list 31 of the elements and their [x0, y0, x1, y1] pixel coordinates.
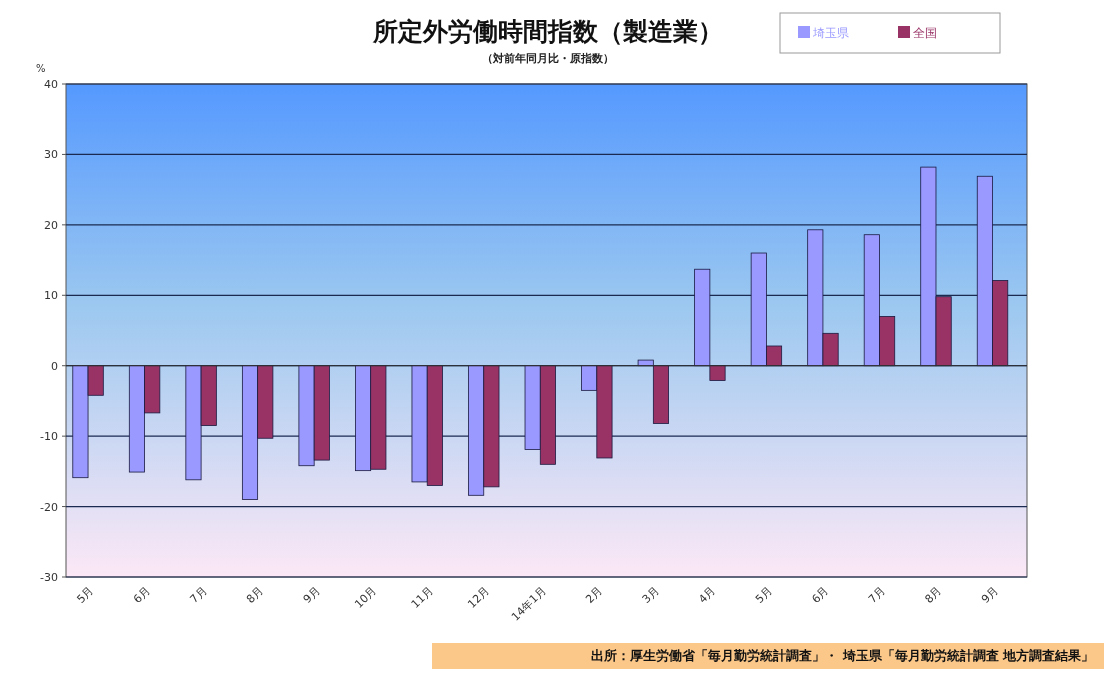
chart-title: 所定外労働時間指数（製造業） [372, 17, 723, 46]
y-axis-title: % [36, 63, 46, 74]
x-tick-label: 10月 [352, 583, 380, 611]
text: 埼玉県 [812, 26, 849, 40]
x-tick-label: 6月 [809, 583, 832, 606]
x-tick-label: 3月 [639, 583, 662, 606]
text: 出所：厚生労働省「毎月勤労統計調査」・ 埼玉県「毎月勤労統計調査 地方調査結果」 [591, 648, 1094, 663]
y-tick-label: -10 [40, 430, 58, 444]
x-tick-label: 5月 [74, 583, 97, 606]
y-tick-label: -30 [40, 571, 58, 584]
x-tick-label: 5月 [752, 583, 775, 606]
x-tick-label: 7月 [865, 583, 888, 606]
x-tick-label: 14年1月 [509, 583, 549, 624]
y-tick-label: 20 [44, 218, 58, 232]
y-tick-label: 40 [44, 78, 58, 91]
x-tick-label: 9月 [978, 583, 1001, 606]
y-tick-label: 0 [51, 359, 58, 373]
chart-subtitle: （対前年同月比・原指数） [482, 52, 614, 65]
y-tick-label: 10 [44, 289, 58, 303]
legend-label: 全国 [913, 26, 937, 40]
x-tick-label: 12月 [465, 583, 493, 611]
x-tick-label: 6月 [131, 583, 153, 606]
x-tick-label: 8月 [922, 583, 945, 606]
x-tick-label: 11月 [408, 583, 436, 611]
x-tick-label: 9月 [300, 583, 323, 606]
x-tick-label: 8月 [244, 583, 266, 606]
x-tick-label: 2月 [583, 583, 606, 606]
y-tick-label: -20 [40, 500, 58, 514]
x-tick-label: 4月 [696, 583, 719, 606]
x-tick-label: 7月 [187, 583, 210, 606]
y-tick-label: 30 [44, 148, 58, 162]
